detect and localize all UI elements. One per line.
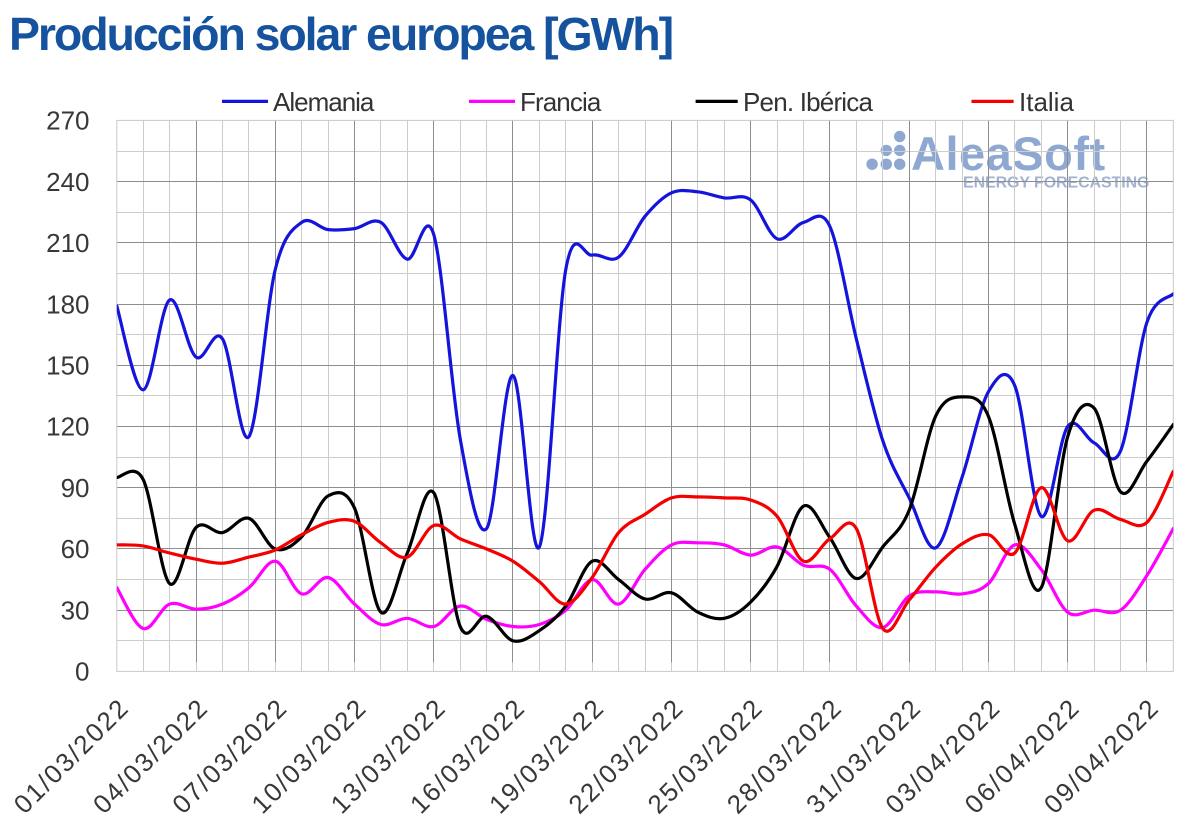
svg-text:180: 180	[46, 289, 89, 319]
svg-text:90: 90	[61, 473, 90, 503]
svg-text:270: 270	[46, 106, 89, 136]
svg-text:60: 60	[61, 534, 90, 564]
svg-text:210: 210	[46, 228, 89, 258]
svg-text:ENERGY FORECASTING: ENERGY FORECASTING	[963, 174, 1149, 191]
svg-text:120: 120	[46, 412, 89, 442]
svg-text:Alemania: Alemania	[273, 87, 375, 117]
svg-text:30: 30	[61, 595, 90, 625]
svg-text:240: 240	[46, 167, 89, 197]
svg-text:0: 0	[75, 657, 89, 687]
svg-text:Francia: Francia	[520, 87, 602, 117]
svg-text:Producción solar europea [GWh]: Producción solar europea [GWh]	[9, 8, 672, 60]
svg-text:Pen. Ibérica: Pen. Ibérica	[743, 87, 873, 117]
svg-text:Italia: Italia	[1019, 87, 1074, 117]
svg-text:AleaSoft: AleaSoft	[911, 127, 1106, 180]
svg-text:150: 150	[46, 351, 89, 381]
